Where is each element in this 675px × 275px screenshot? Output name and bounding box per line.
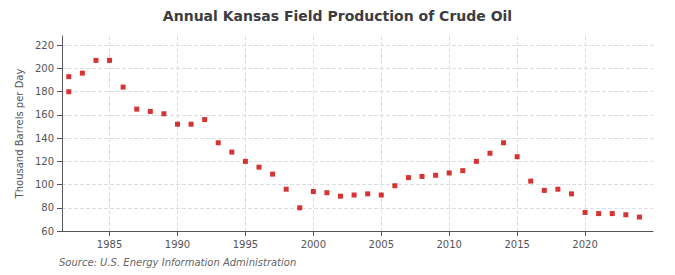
svg-text:1995: 1995 (233, 239, 258, 250)
svg-text:Annual Kansas Field Production: Annual Kansas Field Production of Crude … (163, 8, 512, 24)
svg-text:100: 100 (35, 179, 54, 190)
svg-text:1990: 1990 (165, 239, 190, 250)
svg-text:Thousand Barrels per Day: Thousand Barrels per Day (14, 69, 25, 200)
svg-text:2005: 2005 (369, 239, 394, 250)
svg-text:2010: 2010 (436, 239, 461, 250)
svg-text:200: 200 (35, 63, 54, 74)
svg-text:2000: 2000 (301, 239, 326, 250)
svg-text:180: 180 (35, 86, 54, 97)
svg-text:80: 80 (41, 202, 54, 213)
svg-text:2020: 2020 (572, 239, 597, 250)
svg-text:60: 60 (41, 226, 54, 237)
svg-text:2015: 2015 (504, 239, 529, 250)
svg-text:120: 120 (35, 156, 54, 167)
svg-text:140: 140 (35, 133, 54, 144)
svg-text:160: 160 (35, 109, 54, 120)
svg-text:Source: U.S. Energy Informatio: Source: U.S. Energy Information Administ… (59, 257, 296, 268)
svg-text:1985: 1985 (97, 239, 122, 250)
svg-text:220: 220 (35, 40, 54, 51)
